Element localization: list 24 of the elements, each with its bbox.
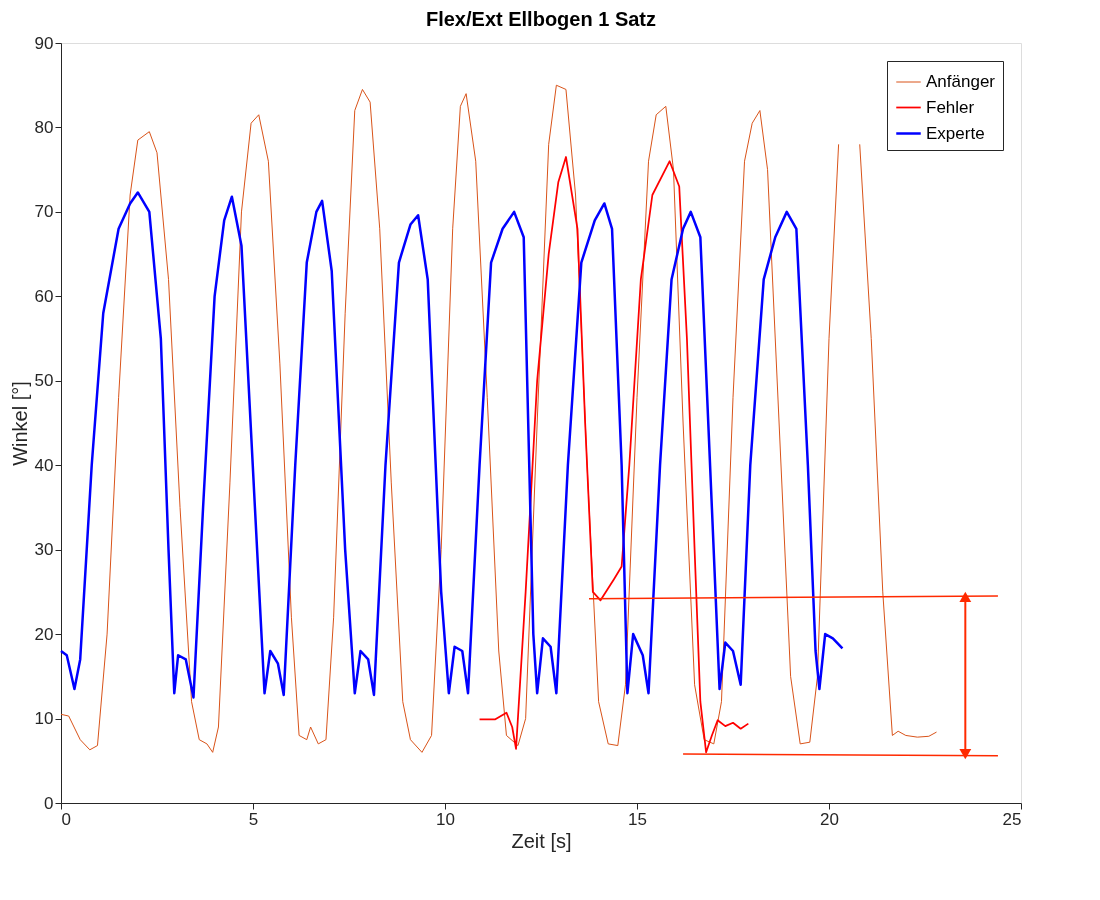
x-tick-label: 5 [248,809,259,829]
line-series [478,156,750,754]
line-series [59,191,844,699]
chart-title: Flex/Ext Ellbogen 1 Satz [425,8,657,30]
legend-label: Experte [926,123,985,143]
x-axis-title: Zeit [s] [511,829,572,852]
y-tick-label: 20 [34,624,54,644]
legend-label: Anfänger [926,72,996,91]
y-tick-label: 60 [34,286,54,306]
y-tick-label: 70 [34,202,54,222]
x-tick-label: 0 [61,809,71,829]
y-axis-title: Winkel [°] [8,381,31,466]
y-tick-label: 30 [34,540,54,560]
y-tick-label: 0 [44,793,54,813]
x-tick-label: 20 [820,809,839,829]
y-tick-label: 90 [34,33,54,53]
y-tick-label: 50 [34,371,54,391]
y-tick-label: 10 [34,709,54,729]
x-tick-label: 15 [628,809,647,829]
y-tick-label: 80 [34,117,54,137]
x-tick-label: 25 [1002,809,1022,829]
legend-label: Fehler [926,97,975,117]
y-tick-label: 40 [34,455,54,475]
x-tick-label: 10 [436,809,455,829]
